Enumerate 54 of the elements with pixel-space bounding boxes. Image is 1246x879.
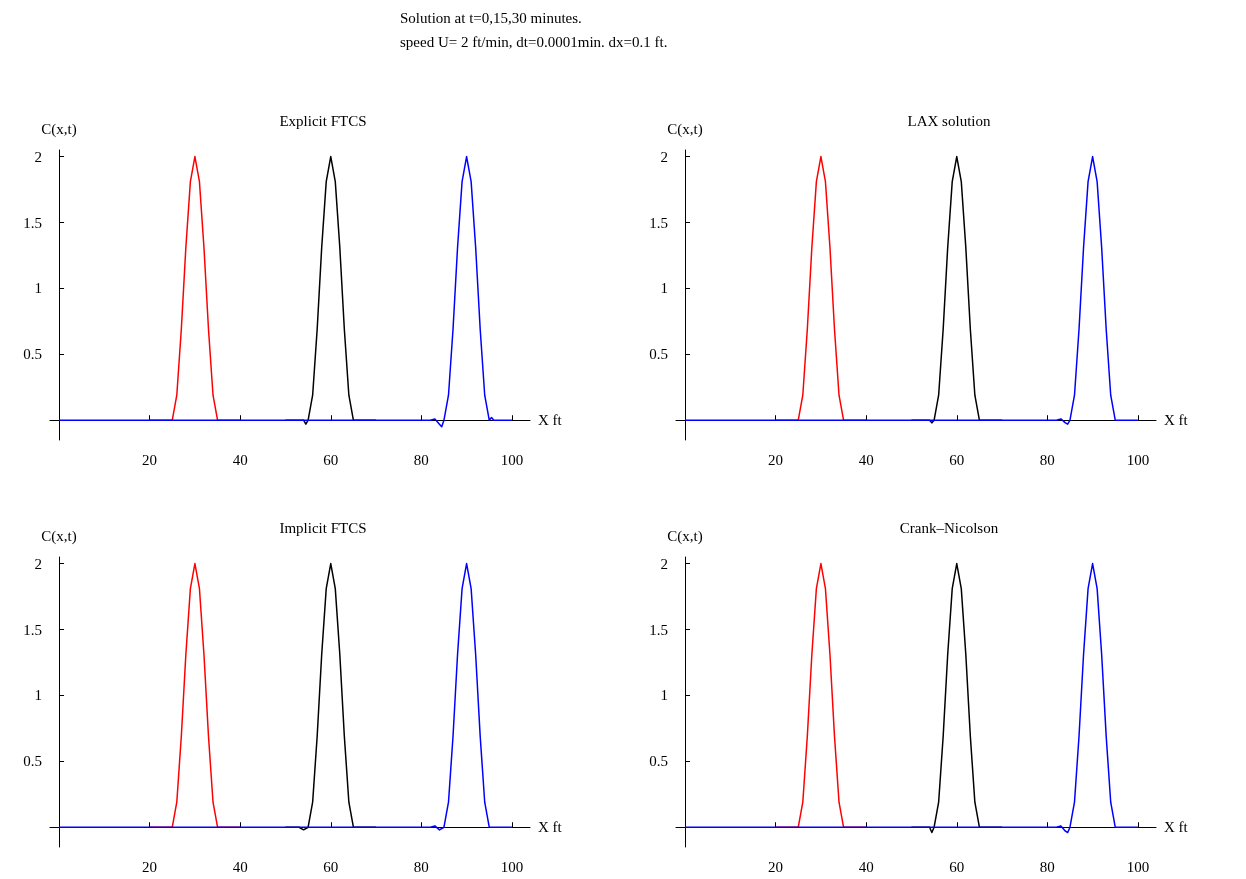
x-tick-label: 80 [413,451,429,468]
line-series [684,562,1139,834]
x-axis-title: X ft [1164,412,1189,429]
x-tick-label: 100 [1126,858,1150,875]
y-tick-label: 2 [34,148,42,165]
x-tick-label: 80 [413,858,429,875]
y-tick-label: 1 [34,687,42,704]
chart-title: Implicit FTCS [279,519,367,536]
x-tick-label: 20 [768,451,784,468]
x-tick-label: 40 [858,858,874,875]
x-tick-label: 40 [858,451,874,468]
y-tick-label: 0.5 [649,753,668,770]
x-tick-label: 80 [1039,451,1055,468]
y-axis-title: C(x,t) [41,527,77,545]
y-tick-label: 1.5 [23,214,42,231]
y-tick-label: 2 [34,555,42,572]
y-tick-label: 1 [660,687,668,704]
x-axis-title: X ft [538,819,563,836]
x-tick-label: 100 [500,451,524,468]
text: speed U= 2 ft/min, dt=0.0001min. dx=0.1 ft. [400,33,669,52]
x-tick-label: 40 [232,858,248,875]
chart-title: Explicit FTCS [279,112,367,129]
y-axis-title: C(x,t) [667,527,703,545]
y-tick-label: 2 [660,148,668,165]
y-tick-label: 1.5 [23,621,42,638]
x-tick-label: 100 [500,858,524,875]
x-tick-label: 60 [323,451,339,468]
y-tick-label: 1 [660,280,668,297]
y-tick-label: 0.5 [23,346,42,363]
x-tick-label: 100 [1126,451,1150,468]
line-series [58,155,513,428]
y-tick-label: 1.5 [649,621,668,638]
x-tick-label: 40 [232,451,248,468]
y-tick-label: 1.5 [649,214,668,231]
y-tick-label: 0.5 [649,346,668,363]
x-tick-label: 20 [768,858,784,875]
x-tick-label: 20 [142,451,158,468]
x-tick-label: 60 [323,858,339,875]
line-series [58,562,513,831]
y-tick-label: 1 [34,280,42,297]
chart-title: Crank–Nicolson [899,519,999,536]
chart-title: LAX solution [907,112,991,129]
y-tick-label: 2 [660,555,668,572]
line-series [684,155,1139,425]
x-axis-title: X ft [538,412,563,429]
x-tick-label: 60 [949,451,965,468]
y-axis-title: C(x,t) [667,120,703,138]
x-tick-label: 80 [1039,858,1055,875]
y-axis-title: C(x,t) [41,120,77,138]
x-tick-label: 60 [949,858,965,875]
y-tick-label: 0.5 [23,753,42,770]
x-axis-title: X ft [1164,819,1189,836]
x-tick-label: 20 [142,858,158,875]
text: Solution at t=0,15,30 minutes. [400,9,583,28]
